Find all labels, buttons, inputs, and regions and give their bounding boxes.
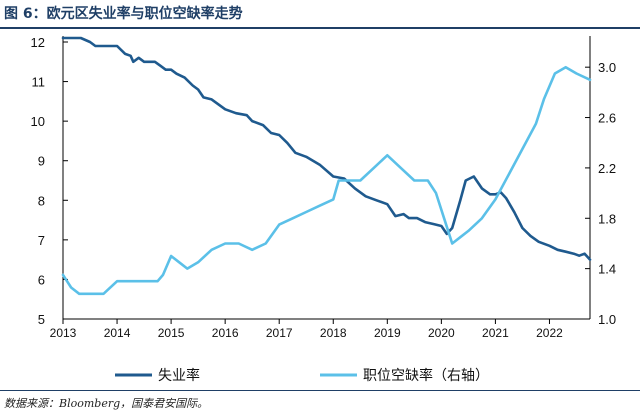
left-axis-tick-label: 11 (32, 75, 46, 90)
left-axis-tick-label: 6 (38, 272, 45, 287)
right-axis-tick-label: 1.0 (598, 312, 616, 327)
x-axis-tick-label: 2014 (104, 326, 131, 340)
x-axis-tick-label: 2022 (536, 326, 563, 340)
x-axis-tick-label: 2019 (374, 326, 401, 340)
series-line-job-vacancy (61, 65, 592, 296)
x-axis-tick-label: 2015 (158, 326, 185, 340)
line-chart: 5 6 7 8 9 10 11 12 1.0 1.4 1.8 2.2 2.6 3.0 2013 2014 201… (31, 35, 617, 383)
right-axis-tick-label: 1.4 (598, 262, 616, 277)
left-axis-tick-label: 8 (38, 193, 45, 208)
footer-divider (0, 390, 640, 391)
left-axis-tick-label: 10 (31, 114, 45, 129)
chart-axes: 5 6 7 8 9 10 11 12 1.0 1.4 1.8 2.2 2.6 3.0 2013 2014 201… (31, 35, 617, 340)
x-axis-tick-label: 2020 (428, 326, 455, 340)
x-axis-tick-label: 2021 (482, 326, 509, 340)
x-axis-tick-label: 2017 (266, 326, 293, 340)
source-note: 数据来源：Bloomberg，国泰君安国际。 (4, 397, 209, 410)
title-divider (0, 27, 640, 29)
left-axis-tick-label: 7 (38, 233, 45, 248)
chart-series-layer (61, 36, 592, 296)
page-title: 图 6：欧元区失业率与职位空缺率走势 (4, 6, 243, 22)
right-axis-tick-label: 1.8 (598, 211, 616, 226)
chart-legend: 失业率 职位空缺率（右轴） (115, 367, 489, 383)
right-axis-tick-label: 3.0 (598, 60, 616, 75)
x-axis-tick-label: 2018 (320, 326, 347, 340)
series-line-unemployment (61, 36, 592, 261)
x-axis-tick-label: 2013 (50, 326, 77, 340)
left-axis-tick-label: 5 (38, 312, 45, 327)
left-axis-tick-label: 9 (38, 154, 45, 169)
legend-label: 职位空缺率（右轴） (363, 367, 489, 383)
header: 图 6：欧元区失业率与职位空缺率走势 (0, 0, 640, 30)
legend-label: 失业率 (158, 367, 200, 383)
right-axis-tick-label: 2.2 (598, 161, 616, 176)
x-axis-tick-label: 2016 (212, 326, 239, 340)
right-axis-tick-label: 2.6 (598, 111, 616, 126)
left-axis-tick-label: 12 (31, 35, 45, 50)
